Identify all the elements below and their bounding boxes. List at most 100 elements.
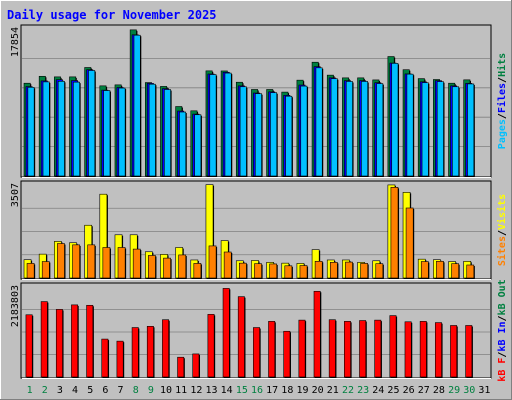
- x-label-day-23: 23: [357, 385, 369, 396]
- legend-part-4: kB Out: [497, 279, 508, 315]
- bar-kbytes-day-28: [434, 322, 442, 378]
- x-label-day-29: 29: [448, 385, 460, 396]
- bar-kbytes-day-16: [253, 327, 260, 378]
- bar-sites-day-3: [57, 243, 65, 279]
- legend-part-0: kB F: [497, 358, 508, 382]
- panel-legend-2: kB F/kB In/kB Out: [497, 279, 508, 381]
- panel-legend-0: Pages/Files/Hits: [496, 53, 508, 149]
- bar-kbytes-day-15: [237, 296, 245, 378]
- bar-kbytes-day-20: [313, 290, 321, 378]
- x-label-day-19: 19: [296, 385, 308, 396]
- bar-sites-day-29: [451, 263, 459, 279]
- bar-kbytes-day-1: [25, 314, 33, 378]
- bar-kbytes-day-5: [86, 304, 94, 378]
- legend-part-1: /: [497, 113, 508, 119]
- bar-sites-day-10: [163, 257, 171, 279]
- x-axis-labels: 1 2 3 4 5 6 7 8 9 10 11 12 13 14 15 16 17 18 19 20 21 22 23 24 2…: [27, 385, 491, 396]
- bar-sites-day-17: [269, 263, 278, 279]
- bar-pages-day-13: [209, 74, 217, 177]
- bar-sites-day-8: [132, 248, 141, 279]
- bar-pages-day-28: [436, 81, 444, 177]
- x-label-day-1: 1: [27, 385, 33, 396]
- x-label-day-26: 26: [403, 385, 415, 396]
- bar-pages-day-8: [133, 34, 141, 177]
- bar-pages-day-27: [421, 82, 429, 177]
- x-label-day-27: 27: [418, 385, 430, 396]
- panel-hits-files-pages-max-label: 17854: [10, 27, 21, 57]
- bar-pages-day-26: [406, 73, 414, 177]
- bar-pages-day-29: [452, 86, 459, 177]
- bar-pages-day-6: [103, 90, 111, 177]
- bar-kbytes-day-26: [404, 321, 412, 378]
- bar-sites-day-15: [239, 262, 247, 279]
- bar-pages-day-9: [148, 83, 156, 177]
- bar-sites-day-27: [420, 261, 429, 279]
- bar-sites-day-6: [102, 247, 111, 279]
- bar-pages-day-20: [315, 67, 323, 177]
- bar-kbytes-day-9: [146, 326, 154, 378]
- x-label-day-24: 24: [372, 385, 384, 396]
- x-label-day-7: 7: [118, 385, 124, 396]
- x-label-day-16: 16: [251, 385, 263, 396]
- bar-sites-day-18: [284, 265, 293, 279]
- bar-kbytes-day-13: [207, 314, 215, 378]
- x-label-day-17: 17: [266, 385, 278, 396]
- legend-part-1: /: [497, 230, 508, 236]
- bar-kbytes-day-29: [450, 325, 458, 378]
- bar-sites-day-21: [329, 262, 338, 279]
- legend-part-1: /: [497, 352, 508, 358]
- x-label-day-28: 28: [433, 385, 445, 396]
- bar-kbytes-day-2: [40, 301, 48, 378]
- x-label-day-22: 22: [342, 385, 354, 396]
- bar-kbytes-day-30: [465, 325, 473, 378]
- bar-sites-day-24: [375, 263, 384, 279]
- bar-sites-day-14: [223, 251, 232, 279]
- bar-sites-day-20: [314, 260, 323, 279]
- bar-sites-day-25: [390, 187, 399, 279]
- bar-sites-day-5: [87, 244, 96, 279]
- x-label-day-21: 21: [327, 385, 339, 396]
- bar-kbytes-day-3: [55, 309, 63, 378]
- bar-sites-day-13: [208, 245, 217, 279]
- legend-part-2: kB In: [497, 321, 508, 351]
- x-label-day-10: 10: [160, 385, 172, 396]
- bar-pages-day-19: [300, 85, 308, 177]
- x-label-day-9: 9: [148, 385, 154, 396]
- bar-kbytes-day-18: [283, 330, 291, 378]
- bar-kbytes-day-27: [419, 321, 427, 378]
- bar-pages-day-17: [270, 92, 278, 177]
- panel-visits-sites-max-label: 3507: [10, 183, 21, 207]
- bar-sites-day-19: [299, 265, 308, 279]
- legend-part-2: Files: [496, 83, 508, 113]
- bar-pages-day-5: [88, 70, 96, 177]
- bar-pages-day-22: [345, 81, 353, 177]
- bar-sites-day-12: [193, 263, 202, 279]
- legend-part-0: Sites: [496, 236, 508, 266]
- x-label-day-31: 31: [478, 385, 490, 396]
- bar-kbytes-day-24: [374, 319, 382, 378]
- bar-sites-day-2: [41, 261, 50, 279]
- x-label-day-15: 15: [236, 385, 248, 396]
- x-label-day-8: 8: [133, 385, 139, 396]
- panel-kbin-kbout-kbf-max-label: 2183803: [10, 285, 21, 327]
- bar-sites-day-4: [72, 244, 80, 279]
- bar-kbytes-day-19: [298, 319, 306, 378]
- bar-sites-day-22: [345, 261, 353, 279]
- x-label-day-13: 13: [205, 385, 217, 396]
- bar-pages-day-21: [330, 78, 338, 177]
- bar-kbytes-day-25: [389, 315, 397, 378]
- bar-pages-day-30: [467, 83, 475, 177]
- x-label-day-12: 12: [190, 385, 202, 396]
- bar-pages-day-23: [361, 81, 369, 177]
- x-label-day-14: 14: [221, 385, 233, 396]
- legend-part-4: Hits: [496, 53, 508, 77]
- x-label-day-20: 20: [312, 385, 324, 396]
- x-label-day-11: 11: [175, 385, 187, 396]
- bar-sites-day-26: [405, 207, 414, 279]
- bar-pages-day-18: [285, 95, 293, 177]
- bar-sites-day-16: [254, 263, 262, 279]
- bar-pages-day-14: [224, 72, 232, 177]
- x-label-day-5: 5: [87, 385, 93, 396]
- bar-sites-day-9: [148, 255, 156, 279]
- bar-pages-day-25: [391, 63, 399, 177]
